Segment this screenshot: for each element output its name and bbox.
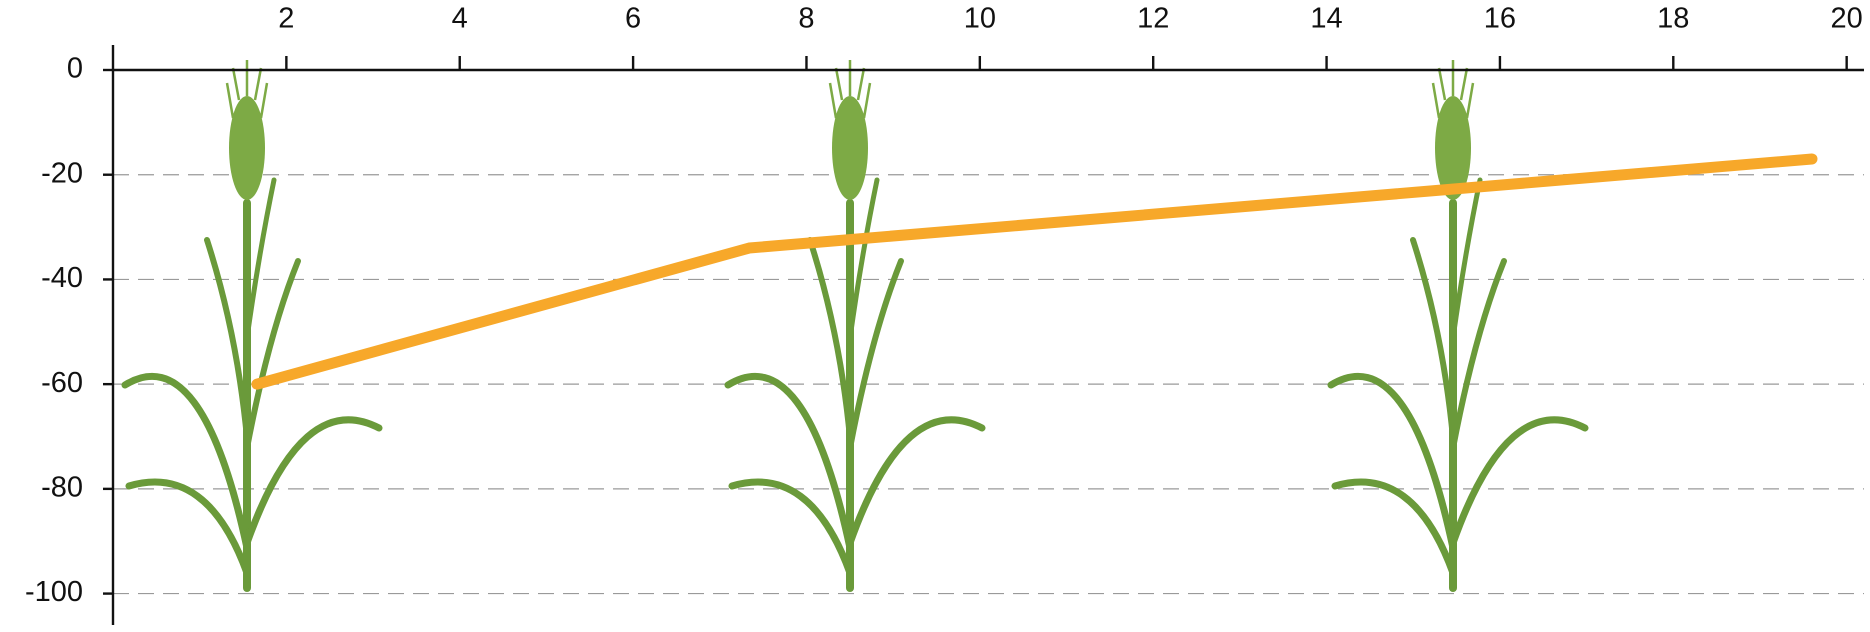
plant-illustration: [728, 60, 982, 588]
x-tick-label: 18: [1657, 3, 1689, 35]
plants: [125, 60, 1585, 588]
x-tick-label: 4: [452, 3, 468, 35]
plant-illustration: [1331, 60, 1585, 588]
x-tick-label: 20: [1831, 3, 1863, 35]
y-tick-label: -40: [41, 262, 83, 294]
grid: [113, 69, 1864, 595]
x-tick-label: 14: [1310, 3, 1342, 35]
plant-illustration: [125, 60, 379, 588]
x-tick-label: 2: [278, 3, 294, 35]
y-tick-label: -80: [41, 472, 83, 504]
y-tick-label: 0: [67, 53, 83, 85]
x-tick-label: 16: [1484, 3, 1516, 35]
x-tick-label: 10: [964, 3, 996, 35]
y-tick-label: -20: [41, 157, 83, 189]
x-tick-label: 6: [625, 3, 641, 35]
y-tick-label: -100: [25, 576, 83, 608]
x-tick-label: 12: [1137, 3, 1169, 35]
y-tick-label: -60: [41, 367, 83, 399]
data-line: [251, 153, 1818, 390]
x-tick-label: 8: [798, 3, 814, 35]
